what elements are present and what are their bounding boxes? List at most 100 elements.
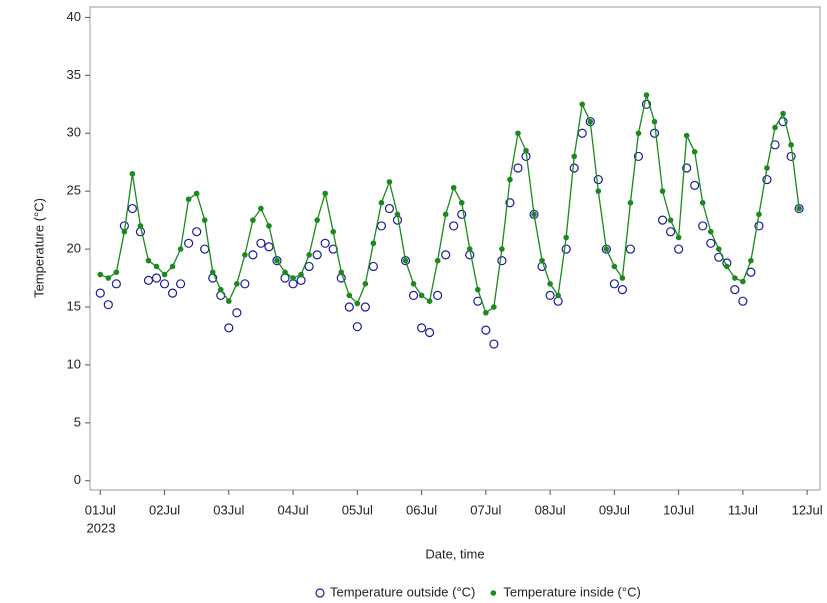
marker [169,263,176,270]
marker [754,221,764,231]
marker [314,217,320,223]
marker [264,242,274,252]
marker [240,279,250,289]
marker [786,151,796,162]
marker [433,290,443,301]
marker [441,250,451,260]
marker [513,163,523,173]
marker [217,286,224,293]
marker [698,221,708,231]
marker [103,300,113,310]
x-year-label: 2023 [87,520,116,535]
marker [659,188,666,194]
marker [143,275,154,285]
marker [418,292,425,299]
marker [499,246,505,252]
marker [386,179,393,185]
marker [426,298,433,305]
y-tick-label: 25 [67,183,81,198]
marker [523,147,529,154]
x-tick-label: 09Jul [599,502,630,517]
marker [691,148,698,155]
y-axis-label: Temperature (°C) [31,198,46,298]
marker [201,217,208,223]
marker [619,275,626,281]
marker [489,339,499,349]
marker [346,292,353,299]
marker [780,110,786,117]
marker [258,205,264,212]
marker [127,203,138,214]
marker [682,163,692,173]
y-tick-label: 0 [74,472,81,487]
marker [531,211,537,218]
legend-marker [315,588,325,598]
marker [304,261,314,272]
marker [450,184,457,191]
marker [587,118,594,125]
marker [352,322,362,332]
marker [756,211,762,218]
marker [378,199,385,206]
x-tick-label: 06Jul [406,502,437,517]
y-tick-label: 35 [67,67,81,82]
marker [137,223,144,229]
marker [330,228,337,235]
marker [226,298,232,305]
marker [113,269,120,276]
legend-label: Temperature inside (°C) [503,584,640,599]
marker [569,163,579,173]
marker [561,244,571,254]
marker [177,246,184,252]
marker [579,101,586,108]
marker [706,238,716,248]
marker [192,227,202,237]
marker [176,279,186,289]
marker [242,252,248,258]
y-tick-label: 40 [67,9,81,24]
marker [449,221,459,231]
marker [338,269,345,276]
legend-marker [490,590,497,596]
y-tick-label: 5 [74,414,81,429]
marker [483,309,489,316]
x-tick-label: 12Jul [792,502,823,517]
marker [129,170,136,177]
marker [121,228,128,235]
marker [635,130,642,137]
marker [272,256,282,266]
marker [657,215,668,225]
marker [193,190,200,197]
marker [95,288,105,298]
x-tick-label: 03Jul [213,502,244,517]
marker [320,238,330,248]
marker [458,199,465,206]
marker [609,279,619,289]
x-tick-label: 01Jul [85,502,116,517]
y-tick-label: 10 [67,356,81,371]
marker [611,263,618,270]
y-tick-label: 15 [67,298,81,313]
marker [593,174,603,185]
marker [732,275,738,281]
marker [796,205,802,212]
marker [563,234,569,241]
marker [434,257,441,264]
marker [466,246,473,252]
x-tick-label: 02Jul [149,502,180,517]
marker [322,190,328,197]
marker [167,288,178,298]
marker [481,325,491,335]
x-tick-label: 04Jul [278,502,309,517]
marker [539,257,545,264]
marker [625,244,636,254]
marker [394,211,401,218]
marker [408,290,419,301]
marker [515,130,521,137]
marker [400,256,411,266]
marker [402,257,409,264]
marker [707,228,714,235]
marker [234,281,240,287]
